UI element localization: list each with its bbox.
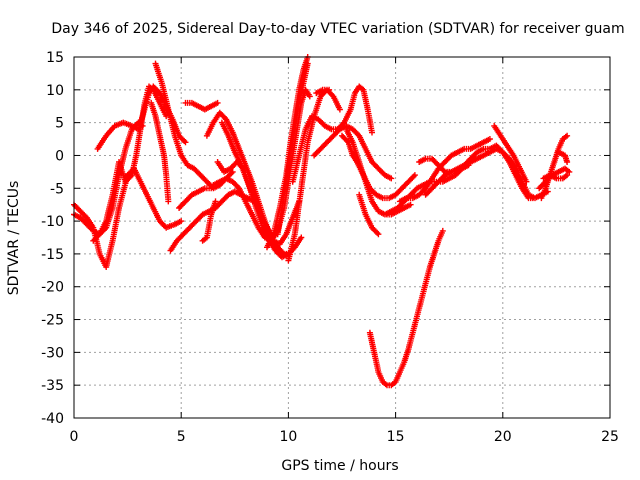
x-tick-label: 5 <box>177 429 186 445</box>
x-tick-labels: 0 5 10 15 20 25 <box>70 429 619 445</box>
x-tick-label: 20 <box>494 429 512 445</box>
chart-title: Day 346 of 2025, Sidereal Day-to-day VTE… <box>51 21 624 37</box>
x-tick-label: 0 <box>70 429 79 445</box>
y-tick-label: -15 <box>41 247 64 263</box>
y-tick-label: 0 <box>55 148 64 164</box>
data-points <box>71 54 573 389</box>
y-tick-label: 5 <box>55 116 64 132</box>
x-tick-label: 15 <box>387 429 405 445</box>
y-tick-label: -20 <box>41 280 64 296</box>
y-tick-label: 10 <box>46 83 64 99</box>
y-tick-label: -35 <box>41 378 64 394</box>
y-tick-label: -40 <box>41 411 64 427</box>
y-axis-label: SDTVAR / TECUs <box>6 181 22 296</box>
x-tick-label: 25 <box>601 429 619 445</box>
plot-frame <box>73 56 611 419</box>
y-tick-label: -25 <box>41 313 64 329</box>
y-tick-label: -10 <box>41 214 64 230</box>
x-axis-label: GPS time / hours <box>281 458 398 474</box>
y-tick-label: -5 <box>50 181 64 197</box>
sdtvar-points <box>71 54 573 389</box>
y-tick-label: -30 <box>41 345 64 361</box>
x-tick-label: 10 <box>279 429 297 445</box>
y-tick-labels: 15 10 5 0 -5 -10 -15 -20 -25 -30 -35 -40 <box>41 50 64 427</box>
y-tick-label: 15 <box>46 50 64 66</box>
